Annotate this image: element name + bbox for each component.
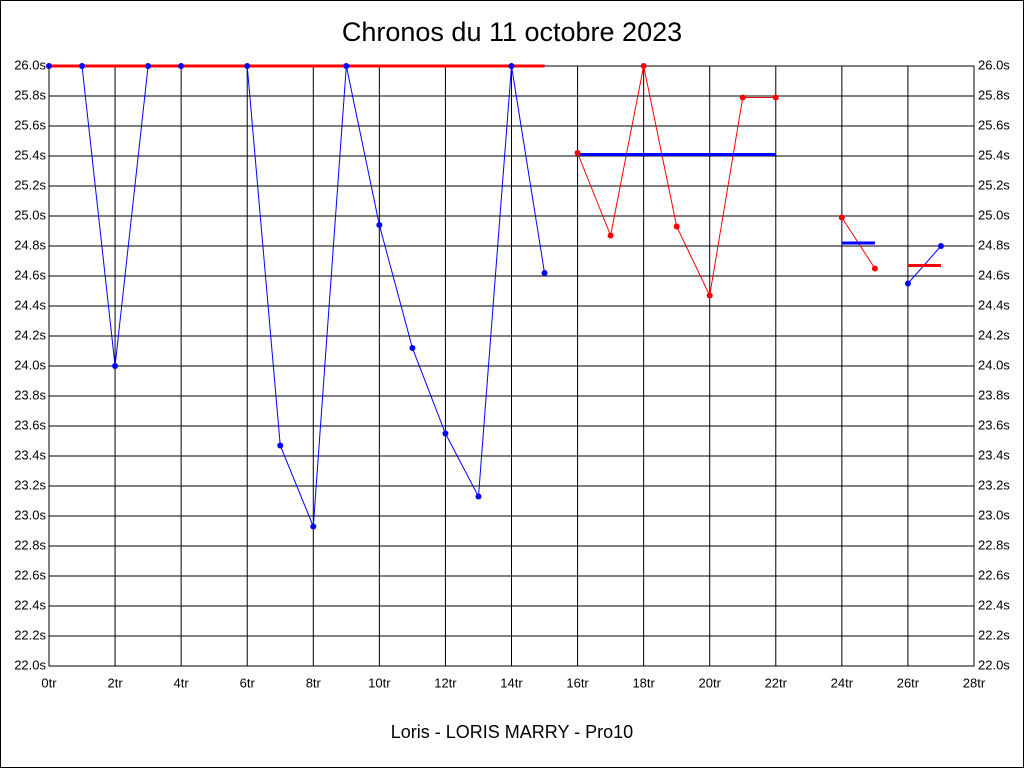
x-tick-label: 10tr — [368, 675, 391, 690]
y2-tick-label: 23.8s — [978, 387, 1010, 402]
y2-tick-label: 24.2s — [978, 327, 1010, 342]
point — [871, 265, 878, 272]
y-tick-label: 22.6s — [14, 567, 46, 582]
point — [178, 63, 185, 69]
x-tick-label: 20tr — [699, 675, 722, 690]
y2-tick-label: 24.6s — [978, 267, 1010, 282]
point — [772, 94, 779, 101]
point — [508, 63, 515, 69]
point — [706, 292, 713, 299]
y2-tick-label: 22.8s — [978, 537, 1010, 552]
y2-tick-label: 22.4s — [978, 597, 1010, 612]
point — [904, 280, 911, 287]
y-tick-label: 25.0s — [14, 207, 46, 222]
x-tick-label: 6tr — [240, 675, 256, 690]
y-tick-label: 23.8s — [14, 387, 46, 402]
y2-tick-label: 25.6s — [978, 117, 1010, 132]
y-tick-label: 22.8s — [14, 537, 46, 552]
y2-tick-label: 22.0s — [978, 657, 1010, 672]
y2-tick-label: 22.2s — [978, 627, 1010, 642]
y-tick-label: 25.4s — [14, 147, 46, 162]
y2-tick-label: 24.4s — [978, 297, 1010, 312]
point — [574, 150, 581, 156]
y-tick-label: 23.0s — [14, 507, 46, 522]
y-tick-label: 25.6s — [14, 117, 46, 132]
y2-tick-label: 25.0s — [978, 207, 1010, 222]
point — [376, 222, 383, 228]
x-tick-label: 0tr — [41, 675, 57, 690]
y-tick-label: 22.0s — [14, 657, 46, 672]
y-tick-label: 24.0s — [14, 357, 46, 372]
x-tick-label: 22tr — [765, 675, 788, 690]
x-tick-label: 18tr — [632, 675, 655, 690]
point — [640, 63, 647, 69]
y2-tick-label: 26.0s — [978, 57, 1010, 72]
y-tick-label: 24.8s — [14, 237, 46, 252]
y-tick-label: 23.2s — [14, 477, 46, 492]
point — [112, 363, 119, 369]
point — [343, 63, 350, 69]
y2-tick-label: 25.8s — [978, 87, 1010, 102]
point — [739, 94, 746, 101]
y-tick-label: 25.8s — [14, 87, 46, 102]
y2-tick-label: 23.2s — [978, 477, 1010, 492]
y2-tick-label: 23.0s — [978, 507, 1010, 522]
point — [46, 63, 52, 69]
point — [145, 63, 152, 69]
point — [277, 442, 284, 449]
point — [310, 523, 317, 530]
point — [244, 63, 251, 69]
point — [673, 223, 680, 230]
point — [409, 345, 416, 351]
y-tick-label: 23.6s — [14, 417, 46, 432]
point — [541, 270, 548, 276]
point — [937, 243, 944, 249]
x-tick-label: 14tr — [500, 675, 523, 690]
x-axis-label: Loris - LORIS MARRY - Pro10 — [391, 722, 633, 742]
x-tick-label: 26tr — [897, 675, 920, 690]
y2-tick-label: 22.6s — [978, 567, 1010, 582]
y2-tick-label: 23.6s — [978, 417, 1010, 432]
point — [442, 430, 449, 437]
y-tick-label: 22.4s — [14, 597, 46, 612]
x-tick-label: 4tr — [174, 675, 190, 690]
x-tick-label: 24tr — [831, 675, 854, 690]
y-tick-label: 24.6s — [14, 267, 46, 282]
point — [79, 63, 86, 69]
y2-tick-label: 24.8s — [978, 237, 1010, 252]
point — [475, 493, 482, 500]
chart-title: Chronos du 11 octobre 2023 — [342, 17, 682, 47]
y-tick-label: 26.0s — [14, 57, 46, 72]
x-tick-label: 8tr — [306, 675, 322, 690]
point — [607, 232, 614, 239]
point — [838, 214, 845, 221]
y2-tick-label: 25.4s — [978, 147, 1010, 162]
y-tick-label: 22.2s — [14, 627, 46, 642]
y-tick-label: 25.2s — [14, 177, 46, 192]
y-tick-label: 24.4s — [14, 297, 46, 312]
x-tick-label: 28tr — [963, 675, 986, 690]
y-tick-label: 24.2s — [14, 327, 46, 342]
x-tick-label: 12tr — [434, 675, 457, 690]
y-tick-label: 23.4s — [14, 447, 46, 462]
x-tick-label: 2tr — [107, 675, 123, 690]
y2-tick-label: 25.2s — [978, 177, 1010, 192]
x-tick-label: 16tr — [566, 675, 589, 690]
y2-tick-label: 24.0s — [978, 357, 1010, 372]
y2-tick-label: 23.4s — [978, 447, 1010, 462]
